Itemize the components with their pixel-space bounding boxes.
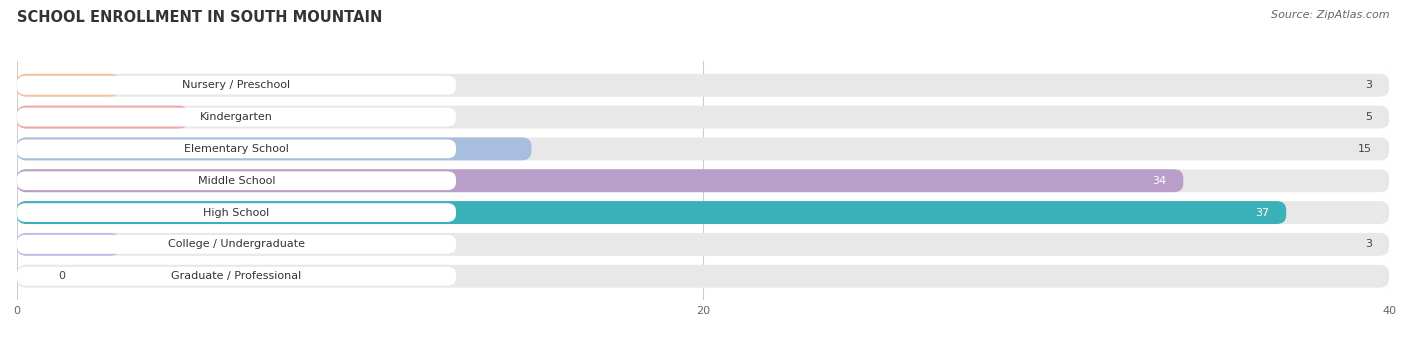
Text: College / Undergraduate: College / Undergraduate	[167, 239, 305, 249]
FancyBboxPatch shape	[17, 201, 1286, 224]
Text: 34: 34	[1152, 176, 1166, 186]
FancyBboxPatch shape	[17, 106, 188, 129]
Text: 5: 5	[1365, 112, 1372, 122]
FancyBboxPatch shape	[17, 171, 456, 190]
Text: Nursery / Preschool: Nursery / Preschool	[183, 80, 291, 90]
Text: 15: 15	[1358, 144, 1372, 154]
FancyBboxPatch shape	[17, 74, 1389, 97]
Text: Source: ZipAtlas.com: Source: ZipAtlas.com	[1271, 10, 1389, 20]
Text: High School: High School	[204, 208, 270, 218]
FancyBboxPatch shape	[17, 106, 1389, 129]
FancyBboxPatch shape	[17, 108, 456, 127]
Text: Kindergarten: Kindergarten	[200, 112, 273, 122]
FancyBboxPatch shape	[17, 76, 456, 95]
FancyBboxPatch shape	[17, 233, 120, 256]
Text: Middle School: Middle School	[198, 176, 276, 186]
Text: 37: 37	[1256, 208, 1270, 218]
FancyBboxPatch shape	[17, 233, 1389, 256]
FancyBboxPatch shape	[17, 137, 531, 160]
FancyBboxPatch shape	[17, 235, 456, 254]
FancyBboxPatch shape	[17, 265, 1389, 288]
Text: 0: 0	[58, 271, 65, 281]
Text: Elementary School: Elementary School	[184, 144, 288, 154]
Text: 3: 3	[1365, 80, 1372, 90]
FancyBboxPatch shape	[17, 137, 1389, 160]
FancyBboxPatch shape	[17, 201, 1389, 224]
FancyBboxPatch shape	[17, 169, 1389, 192]
FancyBboxPatch shape	[17, 203, 456, 222]
FancyBboxPatch shape	[17, 74, 120, 97]
FancyBboxPatch shape	[17, 169, 1184, 192]
FancyBboxPatch shape	[17, 139, 456, 158]
Text: Graduate / Professional: Graduate / Professional	[172, 271, 301, 281]
FancyBboxPatch shape	[17, 267, 456, 286]
Text: SCHOOL ENROLLMENT IN SOUTH MOUNTAIN: SCHOOL ENROLLMENT IN SOUTH MOUNTAIN	[17, 10, 382, 25]
Text: 3: 3	[1365, 239, 1372, 249]
